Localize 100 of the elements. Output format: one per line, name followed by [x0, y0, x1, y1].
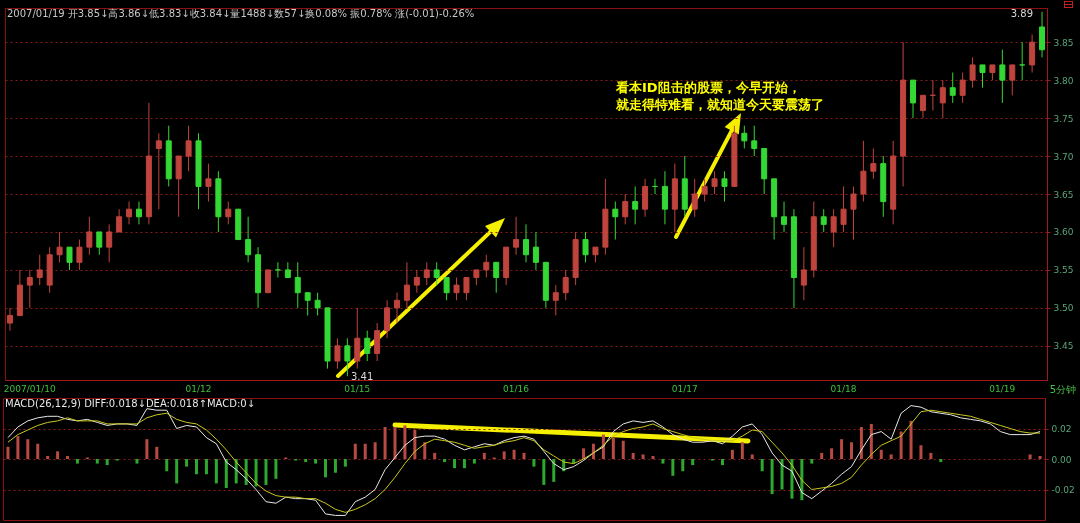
candlestick [384, 299, 391, 339]
candlestick [126, 201, 133, 225]
candlestick [800, 246, 807, 301]
bar [373, 442, 377, 459]
candlestick [701, 178, 708, 203]
bar [840, 439, 844, 459]
bar [651, 455, 655, 459]
candlestick [354, 307, 361, 370]
candlestick [1009, 64, 1016, 96]
bar [760, 459, 764, 472]
bar [859, 426, 863, 459]
candlestick [959, 72, 966, 104]
candlestick [910, 79, 917, 119]
bar [631, 452, 635, 459]
candlestick [919, 94, 926, 119]
bar [383, 426, 387, 459]
candlestick [830, 208, 837, 248]
bar [502, 451, 506, 459]
candlestick [691, 178, 698, 218]
bar [780, 459, 784, 490]
bar [274, 459, 278, 479]
bar [224, 459, 228, 488]
candlestick [344, 337, 351, 377]
bar [532, 459, 536, 467]
chart-subtitle: 2007/01/19 开3.85↓高3.86↓低3.83↓收3.84↓量1488↓数57↓换0.08% 振0.78% 涨(-0.01)-0.26% [7, 8, 475, 19]
bar [730, 449, 734, 459]
bar [939, 459, 943, 463]
candlestick [314, 292, 321, 316]
bar [611, 437, 615, 459]
bar [462, 459, 466, 469]
y-tick-label: 3.60 [1053, 227, 1074, 238]
bar [889, 454, 893, 459]
bar [453, 459, 457, 469]
candlestick [116, 208, 123, 233]
bar [343, 459, 347, 467]
candlestick [612, 201, 619, 241]
bar [810, 459, 814, 464]
x-tick-label: 01/15 [344, 383, 371, 394]
bar [899, 431, 903, 459]
candlestick [493, 261, 500, 294]
bar [671, 459, 675, 476]
candlestick [562, 269, 569, 301]
bar [740, 442, 744, 459]
candlestick [185, 125, 192, 172]
candlestick [403, 261, 410, 309]
candlestick [949, 72, 956, 104]
bar [621, 440, 625, 459]
bar [254, 459, 258, 487]
bar [820, 452, 824, 459]
bar [105, 459, 109, 466]
bar [195, 459, 199, 475]
x-tick-label: 01/17 [671, 383, 698, 394]
bar [165, 459, 169, 472]
bar [720, 459, 724, 466]
bar [661, 459, 665, 464]
candlestick [850, 185, 857, 241]
bar [849, 442, 853, 459]
candlestick [999, 49, 1006, 104]
bar [175, 459, 179, 484]
bar [155, 446, 159, 459]
candlestick [632, 185, 639, 225]
candlestick [552, 284, 559, 316]
bar [681, 459, 685, 472]
bar [204, 459, 208, 475]
candlestick [939, 79, 946, 119]
bar [135, 459, 139, 464]
x-tick-label: 01/12 [185, 383, 212, 394]
candlestick [751, 125, 758, 157]
y-tick-label: 3.45 [1053, 341, 1074, 352]
candlestick [423, 261, 430, 286]
annotation: 3.41 [351, 371, 374, 382]
bar [95, 459, 99, 464]
candlestick [1019, 41, 1026, 81]
candlestick [274, 261, 281, 279]
chart-title: MACD(26,12,9) DIFF:0.018↓DEA:0.018↑MACD:0↓ [5, 398, 256, 409]
bar [26, 439, 30, 459]
candlestick [413, 269, 420, 294]
candlestick [245, 216, 252, 263]
bar [472, 459, 476, 464]
y-tick-label: -0.02 [1051, 485, 1075, 495]
bar [582, 448, 586, 459]
bar [46, 455, 50, 459]
y-tick-label: 3.55 [1053, 265, 1074, 276]
annotation: 看本ID阻击的股票，今早开始，就走得特难看，就知道今天要震荡了 [615, 80, 824, 112]
bar [145, 439, 149, 459]
bar [919, 445, 923, 459]
candlestick [781, 201, 788, 233]
bar [929, 452, 933, 459]
y-tick-label: 3.80 [1053, 75, 1074, 86]
y-tick-label: 3.50 [1053, 303, 1074, 314]
bar [879, 449, 883, 459]
bar [542, 459, 546, 485]
bar [185, 459, 189, 467]
bar [909, 420, 913, 459]
bar [1038, 455, 1042, 459]
candlestick [433, 261, 440, 286]
bar [522, 452, 526, 459]
bar [552, 459, 556, 482]
candlestick [6, 307, 13, 332]
bar [6, 446, 10, 459]
